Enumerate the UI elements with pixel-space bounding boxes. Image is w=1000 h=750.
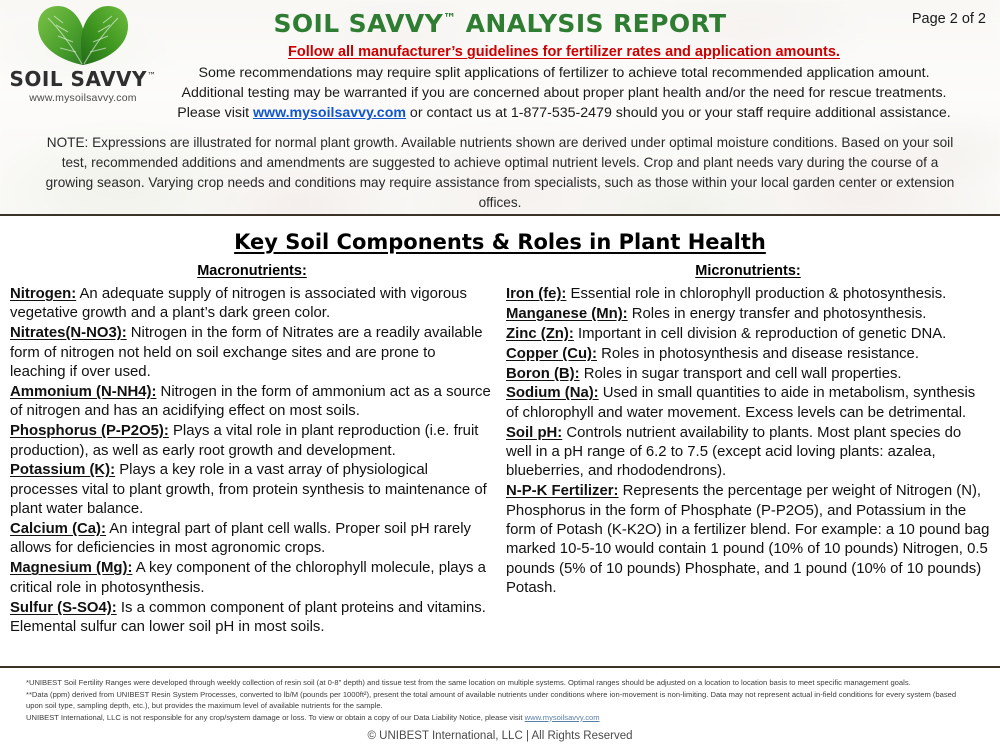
- micronutrient-entry: Manganese (Mn): Roles in energy transfer…: [506, 305, 990, 324]
- macronutrient-entry: Potassium (K): Plays a key role in a vas…: [10, 461, 494, 519]
- mysoilsavvy-link[interactable]: www.mysoilsavvy.com: [253, 105, 406, 122]
- micronutrient-term: Sodium (Na):: [506, 385, 599, 402]
- micronutrient-term: Iron (fe):: [506, 286, 567, 302]
- micronutrient-term: Soil pH:: [506, 424, 563, 441]
- micronutrient-term: Zinc (Zn):: [506, 325, 574, 342]
- header-line-split-applications: Some recommendations may require split a…: [198, 65, 930, 81]
- micronutrient-term: Copper (Cu):: [506, 345, 597, 362]
- micronutrient-description: Used in small quantities to aide in meta…: [506, 385, 976, 421]
- micronutrient-term: N-P-K Fertilizer:: [506, 483, 619, 500]
- macronutrient-description: An integral part of plant cell walls. Pr…: [10, 521, 471, 557]
- copyright-line: © UNIBEST International, LLC | All Right…: [367, 730, 633, 743]
- micronutrient-description: Represents the percentage per weight of …: [506, 483, 990, 597]
- micronutrients-column: Micronutrients: Iron (fe): Essential rol…: [506, 263, 990, 638]
- macronutrient-description: An adequate supply of nitrogen is associ…: [10, 286, 467, 322]
- micronutrient-term: Manganese (Mn):: [506, 305, 628, 322]
- micronutrients-heading: Micronutrients:: [695, 263, 801, 279]
- header-notice-block: Follow all manufacturer’s guidelines for…: [140, 44, 988, 123]
- micronutrient-description: Roles in sugar transport and cell wall p…: [579, 365, 902, 382]
- macronutrient-entry: Phosphorus (P-P2O5): Plays a vital role …: [10, 422, 494, 461]
- header-line-additional-testing: Additional testing may be warranted if y…: [181, 85, 947, 102]
- manufacturer-guidelines-warning: Follow all manufacturer’s guidelines for…: [288, 44, 840, 60]
- macronutrient-description: Is a common component of plant proteins …: [10, 599, 486, 635]
- macronutrient-term: Magnesium (Mg):: [10, 560, 133, 577]
- micronutrient-description: Important in cell division & reproductio…: [573, 325, 947, 342]
- macronutrient-entry: Calcium (Ca): An integral part of plant …: [10, 520, 494, 559]
- micronutrient-entry: N-P-K Fertilizer: Represents the percent…: [506, 482, 990, 598]
- header-background-overlay: [0, 0, 1000, 214]
- micronutrient-entry: Iron (fe): Essential role in chlorophyll…: [506, 285, 990, 304]
- macronutrients-heading: Macronutrients:: [197, 263, 307, 279]
- macronutrient-entry: Sulfur (S-SO4): Is a common component of…: [10, 599, 494, 638]
- visit-prefix-text: Please visit: [177, 105, 253, 122]
- brand-logo: SOIL SAVVY™ www.mysoilsavvy.com: [8, 2, 158, 104]
- page-title: SOIL SAVVY™ ANALYSIS REPORT: [273, 9, 727, 38]
- macronutrient-description: Plays a key role in a vast array of phys…: [10, 462, 487, 518]
- page-number: Page 2 of 2: [911, 11, 986, 27]
- logo-wordmark: SOIL SAVVY™: [9, 67, 157, 91]
- macronutrient-entry: Nitrates(N-NO3): Nitrogen in the form of…: [10, 324, 494, 382]
- micronutrient-description: Roles in photosynthesis and disease resi…: [596, 345, 919, 362]
- two-leaves-icon: [38, 6, 128, 65]
- micronutrient-entry: Soil pH: Controls nutrient availability …: [506, 424, 990, 482]
- micronutrient-description: Controls nutrient availability to plants…: [506, 424, 962, 480]
- micronutrient-entry: Zinc (Zn): Important in cell division & …: [506, 325, 990, 344]
- report-body: Key Soil Components & Roles in Plant Hea…: [0, 216, 1000, 666]
- report-header: SOIL SAVVY™ www.mysoilsavvy.com SOIL SAV…: [0, 0, 1000, 216]
- footnote-liability: UNIBEST International, LLC is not respon…: [26, 712, 974, 724]
- header-note: NOTE: Expressions are illustrated for no…: [45, 135, 955, 210]
- footnote-fertility-ranges: *UNIBEST Soil Fertility Ranges were deve…: [26, 678, 911, 687]
- micronutrient-entry: Copper (Cu): Roles in photosynthesis and…: [506, 345, 990, 364]
- macronutrient-term: Potassium (K):: [10, 462, 116, 479]
- micronutrient-term: Boron (B):: [506, 365, 580, 382]
- macronutrient-entry: Magnesium (Mg): A key component of the c…: [10, 559, 494, 598]
- report-footer: *UNIBEST Soil Fertility Ranges were deve…: [0, 666, 1000, 750]
- macronutrients-list: Nitrogen: An adequate supply of nitrogen…: [10, 285, 494, 637]
- macronutrients-column: Macronutrients: Nitrogen: An adequate su…: [10, 263, 494, 638]
- micronutrient-entry: Sodium (Na): Used in small quantities to…: [506, 384, 990, 423]
- macronutrient-description: Nitrogen in the form of Nitrates are a r…: [10, 325, 483, 380]
- contact-phone-text: or contact us at 1-877-535-2479 should y…: [405, 105, 951, 122]
- footer-mysoilsavvy-link[interactable]: www.mysoilsavvy.com: [524, 712, 600, 722]
- macronutrient-term: Ammonium (N-NH4):: [10, 383, 157, 400]
- nutrient-columns: Macronutrients: Nitrogen: An adequate su…: [10, 263, 990, 638]
- macronutrient-term: Nitrogen:: [10, 286, 77, 302]
- macronutrient-description: Nitrogen in the form of ammonium act as …: [10, 383, 491, 420]
- logo-url: www.mysoilsavvy.com: [29, 92, 137, 104]
- macronutrient-term: Calcium (Ca):: [10, 521, 106, 537]
- footnote-data-ppm: **Data (ppm) derived from UNIBEST Resin …: [26, 689, 957, 711]
- macronutrient-term: Sulfur (S-SO4):: [10, 599, 117, 616]
- macronutrient-description: A key component of the chlorophyll molec…: [10, 560, 486, 596]
- section-title: Key Soil Components & Roles in Plant Hea…: [234, 230, 766, 254]
- macronutrient-entry: Ammonium (N-NH4): Nitrogen in the form o…: [10, 383, 494, 422]
- macronutrient-description: Plays a vital role in plant reproduction…: [10, 423, 479, 459]
- macronutrient-entry: Nitrogen: An adequate supply of nitrogen…: [10, 285, 494, 324]
- liability-text: UNIBEST International, LLC is not respon…: [26, 712, 525, 722]
- micronutrient-entry: Boron (B): Roles in sugar transport and …: [506, 365, 990, 384]
- macronutrient-term: Phosphorus (P-P2O5):: [10, 423, 169, 440]
- micronutrient-description: Roles in energy transfer and photosynthe…: [627, 305, 927, 322]
- macronutrient-term: Nitrates(N-NO3):: [10, 325, 127, 342]
- micronutrient-description: Essential role in chlorophyll production…: [566, 286, 947, 302]
- micronutrients-list: Iron (fe): Essential role in chlorophyll…: [506, 285, 990, 599]
- header-line-contact: Please visit www.mysoilsavvy.com or cont…: [140, 103, 988, 123]
